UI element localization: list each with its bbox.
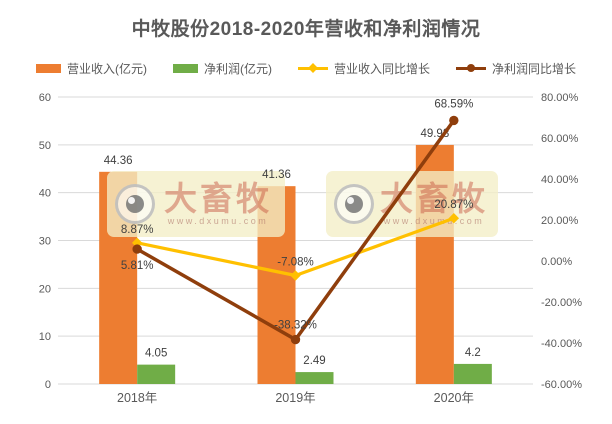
right-axis-tick: -20.00% xyxy=(541,297,582,309)
left-axis-tick: 20 xyxy=(39,283,51,295)
bar-data-label: 49.98 xyxy=(420,128,449,140)
watermark-right: 大畜牧 www.dxumu.com xyxy=(326,171,498,237)
legend-line-swatch-icon xyxy=(456,64,486,72)
x-axis-category-label: 2020年 xyxy=(434,391,474,405)
right-axis-tick: 20.00% xyxy=(541,215,579,227)
legend-marker-icon xyxy=(467,64,475,72)
right-axis-tick: -40.00% xyxy=(541,338,582,350)
bar-data-label: 2.49 xyxy=(303,355,325,367)
line-data-label: -7.08% xyxy=(277,257,313,269)
bar-net-profit xyxy=(295,372,334,384)
left-axis-tick: 10 xyxy=(39,331,51,343)
diamond-marker-icon xyxy=(131,237,143,249)
bar-net-profit xyxy=(137,364,176,384)
watermark-url-text: www.dxumu.com xyxy=(383,216,485,226)
legend-item-0: 营业收入(亿元) xyxy=(35,60,147,77)
legend-line-swatch-icon xyxy=(297,63,328,73)
bar-data-label: 4.2 xyxy=(465,347,481,359)
chart-title: 中牧股份2018-2020年营收和净利润情况 xyxy=(131,19,481,40)
legend-label: 净利润(亿元) xyxy=(203,61,272,76)
eye-logo-icon xyxy=(334,184,374,224)
left-axis-tick: 40 xyxy=(39,188,51,200)
left-axis-tick: 60 xyxy=(39,92,51,104)
line-data-label: 68.59% xyxy=(434,98,473,110)
chart-legend: 营业收入(亿元) 净利润(亿元) 营业收入同比增长 净利润同比增长 xyxy=(0,59,612,77)
x-axis-category-label: 2019年 xyxy=(275,391,315,405)
line-data-label: -38.32% xyxy=(274,320,317,332)
right-axis-tick: 80.00% xyxy=(541,92,579,104)
left-axis-tick: 30 xyxy=(39,236,51,248)
legend-label: 营业收入(亿元) xyxy=(66,61,147,76)
eye-logo-icon xyxy=(115,184,155,224)
legend-label: 营业收入同比增长 xyxy=(333,61,430,76)
legend-label: 净利润同比增长 xyxy=(492,61,577,76)
bar-data-label: 44.36 xyxy=(104,155,133,167)
legend-bar-swatch-icon xyxy=(172,63,198,73)
bar-net-profit xyxy=(453,363,492,384)
right-axis-tick: 60.00% xyxy=(541,133,579,145)
legend-bar-swatch-icon xyxy=(35,63,61,73)
watermark-brand-text: 大畜牧 xyxy=(164,180,272,217)
diamond-marker-icon xyxy=(290,270,301,281)
circle-marker-icon xyxy=(449,115,459,126)
right-axis-tick: -60.00% xyxy=(541,379,582,391)
legend-item-3: 净利润同比增长 xyxy=(456,60,576,77)
legend-marker-icon xyxy=(308,63,318,73)
x-axis-category-label: 2018年 xyxy=(117,391,157,405)
legend-item-2: 营业收入同比增长 xyxy=(297,60,430,77)
right-axis-tick: 40.00% xyxy=(541,174,579,186)
left-axis-tick: 50 xyxy=(39,140,51,152)
circle-marker-icon xyxy=(290,334,301,345)
circle-marker-icon xyxy=(132,244,142,254)
watermark-left: 大畜牧 www.dxumu.com xyxy=(107,171,285,237)
bar-data-label: 4.05 xyxy=(145,348,167,360)
right-axis-tick: 0.00% xyxy=(541,256,572,268)
line-data-label: 5.81% xyxy=(121,260,154,272)
legend-item-1: 净利润(亿元) xyxy=(172,60,272,77)
watermark-url-text: www.dxumu.com xyxy=(167,216,269,226)
left-axis-tick: 0 xyxy=(45,379,51,391)
watermark-brand-text: 大畜牧 xyxy=(380,180,488,217)
